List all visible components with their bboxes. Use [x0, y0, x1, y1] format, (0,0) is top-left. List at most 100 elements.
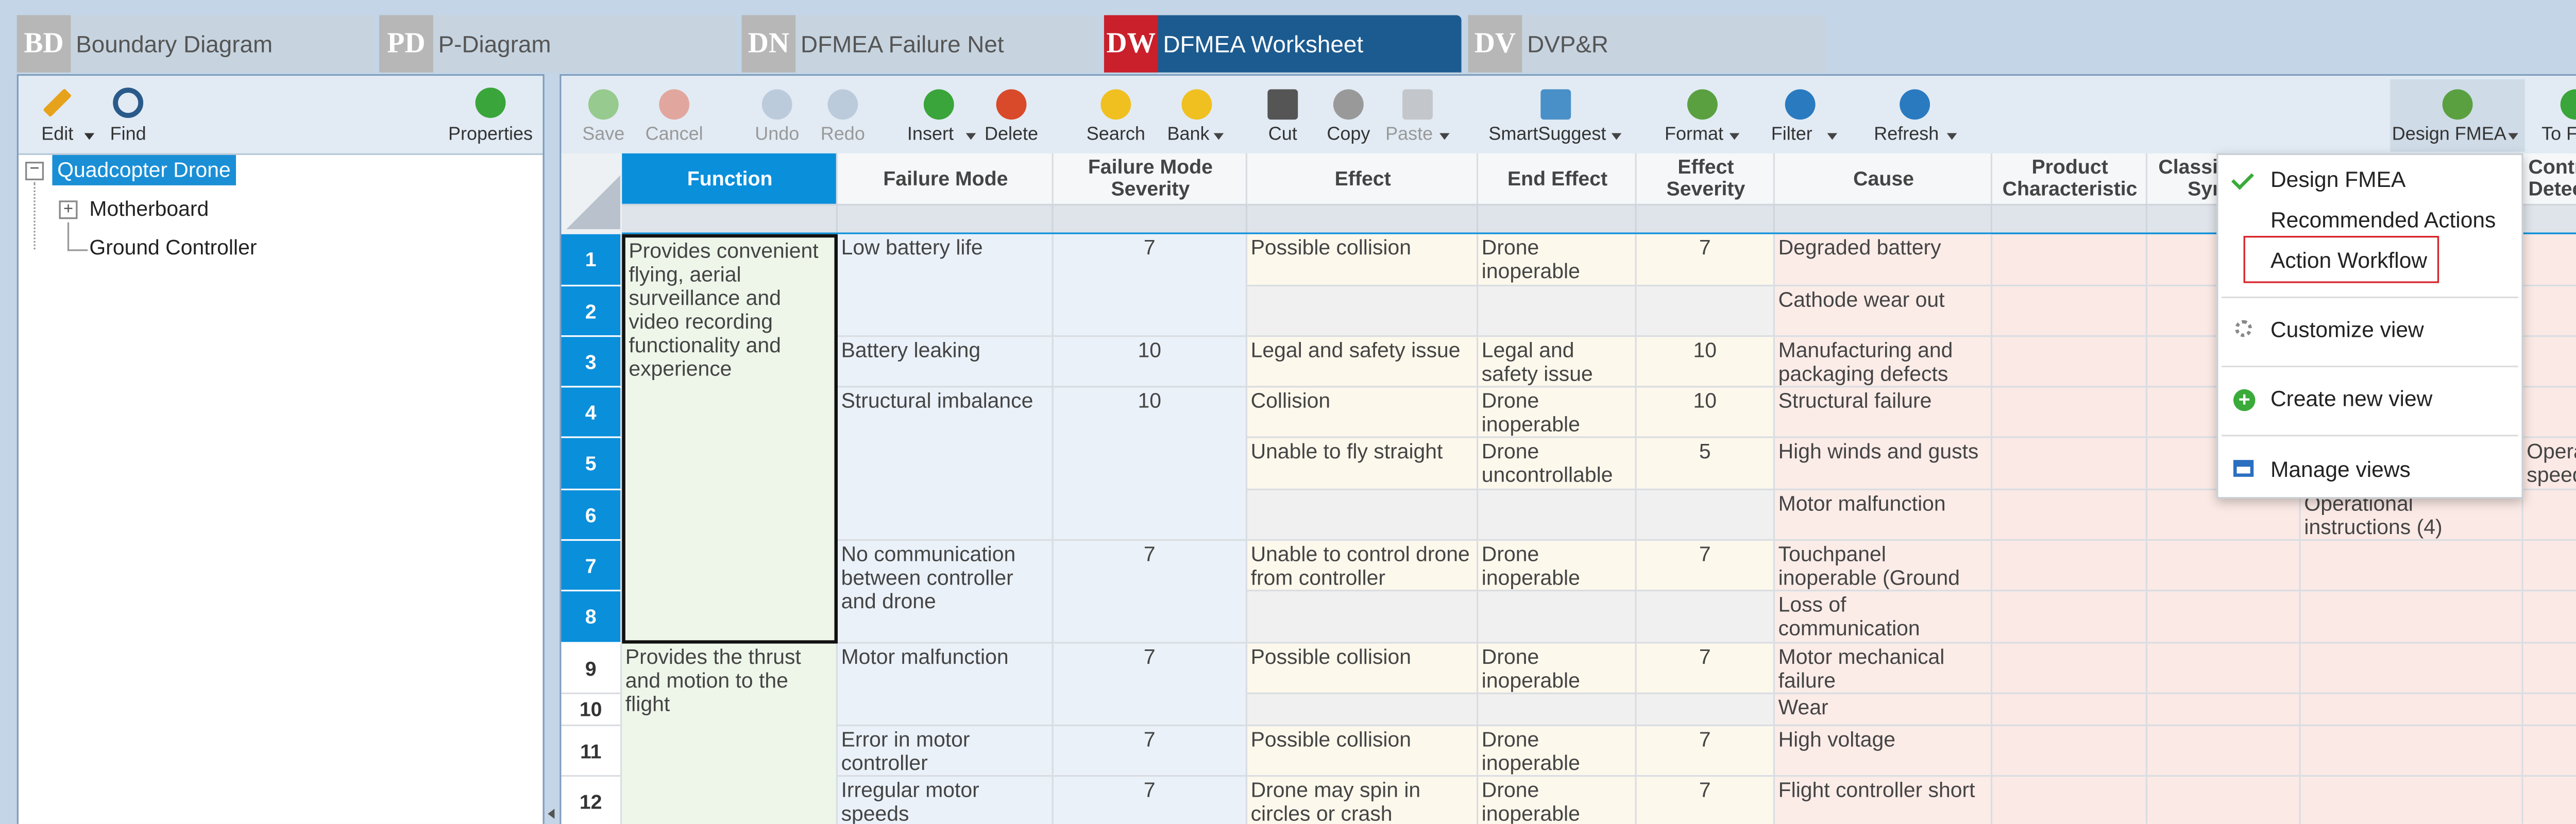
- table-cell[interactable]: Cathode wear out: [1775, 286, 1993, 337]
- table-cell[interactable]: 7: [1636, 541, 1775, 592]
- row-number[interactable]: 12: [561, 777, 622, 824]
- row-number[interactable]: 4: [561, 387, 622, 438]
- table-cell[interactable]: Low battery life: [838, 234, 1054, 337]
- table-cell[interactable]: Irregular motor speeds: [838, 777, 1054, 824]
- tab[interactable]: DW DFMEA Worksheet: [1104, 15, 1462, 73]
- column-header[interactable]: End Effect: [1507, 166, 1608, 190]
- column-header[interactable]: Product Characteristic: [2002, 154, 2138, 201]
- toolbar-button[interactable]: Edit: [7, 79, 108, 150]
- expander[interactable]: −: [25, 161, 44, 181]
- row-number[interactable]: 7: [561, 541, 622, 592]
- table-cell[interactable]: Flight controller short: [1775, 777, 1993, 824]
- tab[interactable]: DN DFMEA Failure Net: [741, 15, 1099, 73]
- table-cell[interactable]: Operate speed (: [2523, 438, 2576, 491]
- toolbar-button[interactable]: Delete: [944, 79, 1079, 150]
- toolbar-button[interactable]: To Form: [2508, 79, 2576, 150]
- table-cell[interactable]: Drone inoperable: [1478, 541, 1637, 592]
- table-cell[interactable]: High winds and gusts: [1775, 438, 1993, 491]
- table-cell[interactable]: 7: [1636, 726, 1775, 777]
- tree-node-selected[interactable]: Quadcopter Drone: [52, 154, 236, 185]
- toolbar-button[interactable]: SmartSuggest: [1488, 79, 1623, 150]
- menu-item[interactable]: Design FMEA: [2270, 166, 2406, 192]
- table-cell[interactable]: 7: [1636, 643, 1775, 694]
- toolbar-button[interactable]: Insert: [871, 79, 1006, 150]
- table-cell[interactable]: Drone inoperable: [1478, 643, 1637, 694]
- table-cell[interactable]: Degraded battery: [1775, 234, 1993, 287]
- table-cell[interactable]: Loss of communication (Ground Controller…: [1775, 591, 1993, 644]
- table-cell[interactable]: Possible collision: [1247, 726, 1479, 777]
- tab[interactable]: BD Boundary Diagram: [16, 15, 375, 73]
- table-cell[interactable]: 10: [1636, 387, 1775, 438]
- table-cell[interactable]: Drone inoperable: [1478, 726, 1637, 777]
- table-cell[interactable]: Motor malfunction: [838, 643, 1054, 727]
- table-cell[interactable]: 5: [1636, 438, 1775, 491]
- table-cell[interactable]: Legal and safety issue: [1247, 337, 1479, 388]
- column-header[interactable]: Cause: [1853, 166, 1914, 190]
- tab[interactable]: DV DVP&R: [1468, 15, 1826, 73]
- table-cell[interactable]: No communication between controller and …: [838, 541, 1054, 644]
- toolbar-button[interactable]: Save: [536, 79, 671, 150]
- row-number[interactable]: 10: [561, 694, 622, 727]
- table-cell[interactable]: Unable to fly straight: [1247, 438, 1479, 491]
- toolbar-button[interactable]: Search: [1048, 79, 1183, 150]
- table-cell[interactable]: Drone inoperable: [1478, 234, 1637, 287]
- toolbar-button[interactable]: Paste: [1350, 79, 1485, 150]
- toolbar-button[interactable]: Copy: [1281, 79, 1416, 150]
- table-cell[interactable]: 7: [1636, 234, 1775, 287]
- table-cell[interactable]: Possible collision: [1247, 643, 1479, 694]
- tab[interactable]: PD P-Diagram: [379, 15, 737, 73]
- column-header[interactable]: Controls Detection: [2528, 154, 2576, 201]
- row-number[interactable]: 9: [561, 643, 622, 694]
- menu-item[interactable]: Customize view: [2270, 317, 2424, 342]
- menu-item[interactable]: Action Workflow: [2270, 247, 2428, 273]
- row-number[interactable]: 2: [561, 286, 622, 337]
- table-cell[interactable]: 10: [1636, 337, 1775, 388]
- toolbar-button[interactable]: Design FMEA: [2390, 79, 2525, 150]
- tree-node[interactable]: Ground Controller: [89, 236, 257, 260]
- table-cell[interactable]: High voltage: [1775, 726, 1993, 777]
- table-cell[interactable]: 7: [1053, 726, 1248, 777]
- table-cell[interactable]: 7: [1053, 234, 1248, 337]
- toolbar-button[interactable]: Cut: [1215, 79, 1350, 150]
- toolbar-button[interactable]: Undo: [709, 79, 844, 150]
- toolbar-button[interactable]: Redo: [775, 79, 910, 150]
- row-number[interactable]: 11: [561, 726, 622, 777]
- column-header[interactable]: Failure Mode: [883, 166, 1008, 190]
- row-number[interactable]: 8: [561, 591, 622, 644]
- menu-item[interactable]: Create new view: [2270, 386, 2433, 411]
- table-cell[interactable]: Motor mechanical failure: [1775, 643, 1993, 694]
- table-cell[interactable]: 10: [1053, 387, 1248, 541]
- expander[interactable]: +: [59, 200, 78, 219]
- table-cell[interactable]: Motor malfunction: [1775, 490, 1993, 541]
- menu-item[interactable]: Recommended Actions: [2270, 207, 2496, 233]
- table-cell[interactable]: Provides the thrust and motion to the fl…: [622, 643, 838, 824]
- table-cell[interactable]: Drone uncontrollable: [1478, 438, 1637, 491]
- row-number[interactable]: 6: [561, 490, 622, 541]
- menu-item[interactable]: Manage views: [2270, 456, 2411, 482]
- table-cell[interactable]: Legal and safety issue: [1478, 337, 1637, 388]
- table-cell[interactable]: 7: [1053, 643, 1248, 727]
- column-header[interactable]: Effect: [1334, 166, 1391, 190]
- table-cell[interactable]: Error in motor controller: [838, 726, 1054, 777]
- table-cell[interactable]: Drone inoperable: [1478, 387, 1637, 438]
- table-cell[interactable]: Battery leaking: [838, 337, 1054, 388]
- toolbar-button[interactable]: Bank: [1129, 79, 1264, 150]
- table-cell[interactable]: 7: [1636, 777, 1775, 824]
- table-cell[interactable]: Collision: [1247, 387, 1479, 438]
- table-cell[interactable]: Unable to control drone from controller: [1247, 541, 1479, 592]
- toolbar-button[interactable]: Cancel: [607, 79, 742, 150]
- toolbar-button[interactable]: Refresh: [1848, 79, 1982, 150]
- table-cell[interactable]: Structural failure: [1775, 387, 1993, 438]
- table-cell[interactable]: Manufacturing and packaging defects: [1775, 337, 1993, 388]
- column-header[interactable]: Effect Severity: [1666, 154, 1745, 201]
- column-header[interactable]: Failure Mode Severity: [1088, 154, 1213, 201]
- toolbar-button[interactable]: Format: [1635, 79, 1770, 150]
- row-number[interactable]: 1: [561, 234, 622, 287]
- table-cell[interactable]: Provides convenient flying, aerial surve…: [622, 234, 838, 644]
- table-cell[interactable]: Touchpanel inoperable (Ground Controller…: [1775, 541, 1993, 592]
- toolbar-button[interactable]: Properties: [440, 79, 541, 150]
- table-cell[interactable]: Drone may spin in circles or crash: [1247, 777, 1479, 824]
- table-cell[interactable]: 7: [1053, 777, 1248, 824]
- table-cell[interactable]: Possible collision: [1247, 234, 1479, 287]
- table-cell[interactable]: Wear: [1775, 694, 1993, 727]
